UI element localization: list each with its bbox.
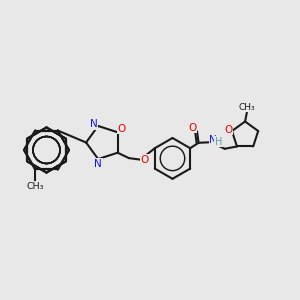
Text: N: N [94, 158, 102, 169]
Text: O: O [117, 124, 125, 134]
Text: O: O [140, 154, 149, 165]
Text: H: H [215, 136, 222, 147]
Text: CH₃: CH₃ [238, 103, 255, 112]
Text: N: N [209, 135, 217, 145]
Text: N: N [90, 119, 98, 130]
Text: O: O [224, 124, 232, 134]
Text: O: O [188, 123, 196, 133]
Text: CH₃: CH₃ [26, 182, 44, 191]
